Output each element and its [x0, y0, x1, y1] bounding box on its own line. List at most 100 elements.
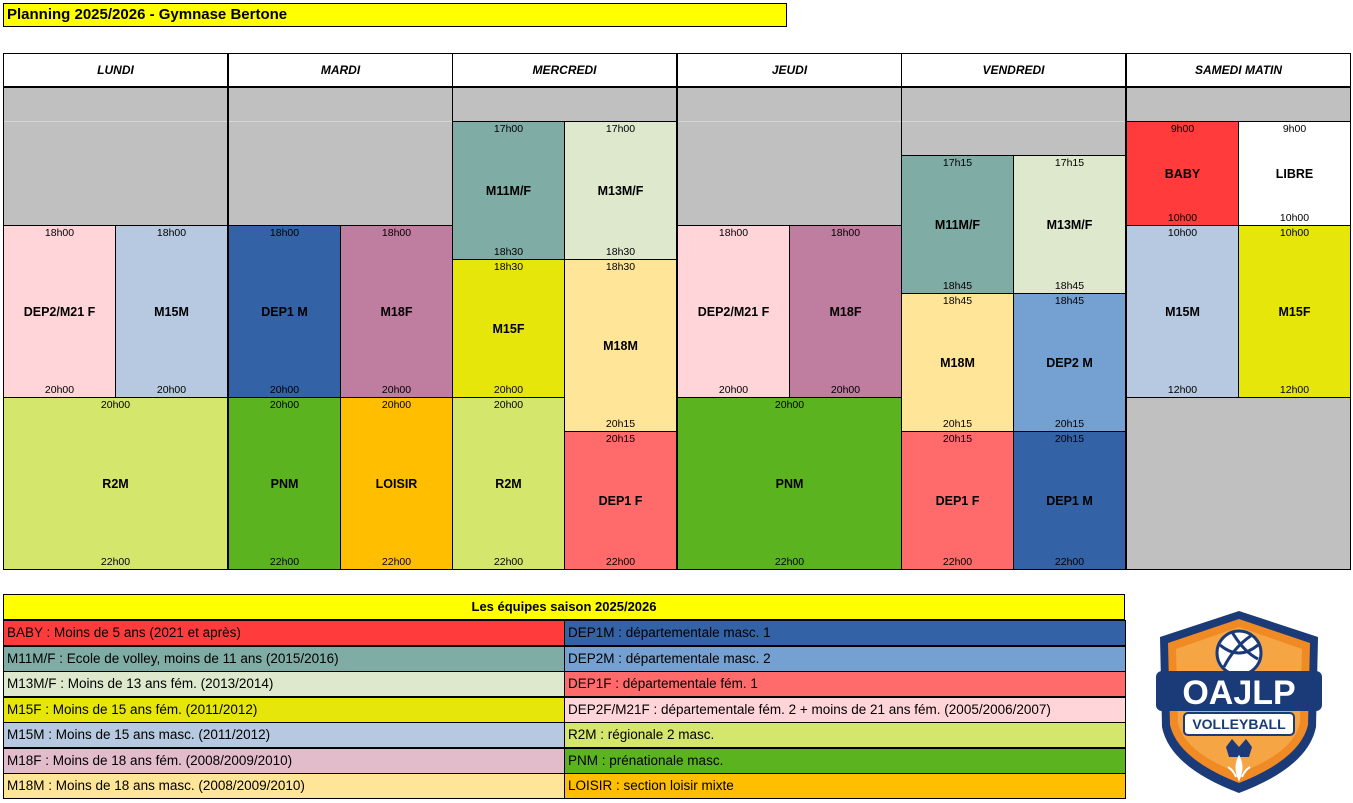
slot-end-time: 18h30: [605, 246, 636, 258]
slot-m11m-f: 17h00 M11M/F 18h30: [452, 121, 565, 260]
slot-start-time: 20h15: [942, 433, 973, 445]
slot-end-time: 20h15: [605, 418, 636, 430]
legend-item: M15M : Moins de 15 ans masc. (2011/2012): [3, 722, 565, 748]
slot-start-time: 9h00: [1170, 123, 1195, 135]
slot-start-time: 20h00: [774, 399, 805, 411]
slot-team: M18F: [829, 304, 862, 319]
slot-m13m-f: 17h00 M13M/F 18h30: [564, 121, 677, 260]
legend-item: DEP1F : départementale fém. 1: [564, 671, 1126, 697]
slot-end-time: 22h00: [1054, 556, 1085, 568]
slot-end-time: 12h00: [1279, 384, 1310, 396]
slot-team: R2M: [495, 476, 522, 491]
slot-end-time: 20h00: [44, 384, 75, 396]
slot-dep1-f: 20h15 DEP1 F 22h00: [901, 431, 1014, 570]
slot-team: DEP1 M: [1046, 493, 1093, 508]
slot-dep1-m: 20h15 DEP1 M 22h00: [1013, 431, 1126, 570]
slot-end-time: 20h15: [942, 418, 973, 430]
slot-m15f: 18h30 M15F 20h00: [452, 259, 565, 398]
slot-start-time: 20h15: [605, 433, 636, 445]
slot-team: DEP2/M21 F: [23, 304, 96, 319]
slot-pnm: 20h00 PNM 22h00: [228, 397, 341, 570]
slot-team: LOISIR: [375, 476, 418, 491]
slot-end-time: 18h30: [493, 246, 524, 258]
slot-m18f: 18h00 M18F 20h00: [340, 225, 453, 398]
slot-start-time: 20h00: [100, 399, 131, 411]
slot-team: M15M: [1165, 304, 1200, 319]
day-header-lundi: LUNDI: [3, 53, 228, 87]
logo-text: OAJLP: [1182, 674, 1295, 712]
legend-item: DEP1M : départementale masc. 1: [564, 620, 1126, 646]
slot-team: M18M: [940, 355, 975, 370]
legend-item: M15F : Moins de 15 ans fém. (2011/2012): [3, 696, 565, 723]
slot-end-time: 22h00: [605, 556, 636, 568]
slot-end-time: 20h00: [381, 384, 412, 396]
slot-start-time: 18h30: [493, 261, 524, 273]
slot-start-time: 18h00: [269, 227, 300, 239]
slot-team: DEP2/M21 F: [697, 304, 770, 319]
slot-end-time: 22h00: [774, 556, 805, 568]
slot-start-time: 17h15: [942, 157, 973, 169]
slot-team: DEP2 M: [1046, 355, 1093, 370]
slot-team: M11M/F: [485, 183, 532, 198]
slot-end-time: 20h00: [718, 384, 749, 396]
day-header-jeudi: JEUDI: [677, 53, 902, 87]
slot-team: M18M: [603, 338, 638, 353]
slot-libre: 9h00 LIBRE 10h00: [1238, 121, 1351, 226]
slot-team: M13M/F: [597, 183, 644, 198]
slot-m11m-f: 17h15 M11M/F 18h45: [901, 155, 1014, 294]
legend-item: R2M : régionale 2 masc.: [564, 722, 1126, 748]
slot-end-time: 20h00: [830, 384, 861, 396]
slot-m15m: 18h00 M15M 20h00: [115, 225, 228, 398]
slot-team: BABY: [1164, 166, 1201, 181]
slot-team: DEP1 F: [598, 493, 643, 508]
club-logo: OAJLP VOLLEYBALL: [1156, 611, 1322, 793]
logo-subtext: VOLLEYBALL: [1192, 716, 1286, 732]
slot-end-time: 20h00: [269, 384, 300, 396]
slot-start-time: 20h00: [493, 399, 524, 411]
slot-start-time: 18h30: [605, 261, 636, 273]
slot-start-time: 17h00: [493, 123, 524, 135]
slot-m18m: 18h45 M18M 20h15: [901, 293, 1014, 432]
legend-item: PNM : prénationale masc.: [564, 747, 1126, 774]
slot-start-time: 20h15: [1054, 433, 1085, 445]
grid-line: [678, 121, 901, 122]
slot-start-time: 18h00: [718, 227, 749, 239]
grid-line: [902, 121, 1125, 122]
slot-team: R2M: [102, 476, 129, 491]
slot-end-time: 18h45: [942, 280, 973, 292]
slot-team: LIBRE: [1275, 166, 1314, 181]
page-title: Planning 2025/2026 - Gymnase Bertone: [3, 3, 787, 27]
slot-start-time: 17h00: [605, 123, 636, 135]
legend-item: M11M/F : Ecole de volley, moins de 11 an…: [3, 645, 565, 672]
slot-end-time: 22h00: [942, 556, 973, 568]
slot-r2m: 20h00 R2M 22h00: [452, 397, 565, 570]
day-header-mercredi: MERCREDI: [452, 53, 677, 87]
slot-end-time: 22h00: [381, 556, 412, 568]
grid-line: [229, 121, 452, 122]
slot-dep1-m: 18h00 DEP1 M 20h00: [228, 225, 341, 398]
slot-end-time: 22h00: [493, 556, 524, 568]
slot-start-time: 17h15: [1054, 157, 1085, 169]
slot-team: M13M/F: [1046, 217, 1093, 232]
slot-start-time: 20h00: [381, 399, 412, 411]
slot-dep2-m21-f: 18h00 DEP2/M21 F 20h00: [677, 225, 790, 398]
slot-end-time: 10h00: [1167, 212, 1198, 224]
slot-end-time: 20h00: [493, 384, 524, 396]
slot-team: M15M: [154, 304, 189, 319]
slot-dep2-m: 18h45 DEP2 M 20h15: [1013, 293, 1126, 432]
slot-team: PNM: [270, 476, 299, 491]
legend-item: DEP2M : départementale masc. 2: [564, 645, 1126, 672]
slot-end-time: 20h00: [156, 384, 187, 396]
slot-loisir: 20h00 LOISIR 22h00: [340, 397, 453, 570]
slot-team: M18F: [380, 304, 413, 319]
legend-item: M18M : Moins de 18 ans masc. (2008/2009/…: [3, 773, 565, 799]
slot-start-time: 20h00: [269, 399, 300, 411]
slot-baby: 9h00 BABY 10h00: [1126, 121, 1239, 226]
slot-team: PNM: [775, 476, 804, 491]
slot-start-time: 18h45: [1054, 295, 1085, 307]
slot-start-time: 10h00: [1167, 227, 1198, 239]
slot-end-time: 12h00: [1167, 384, 1198, 396]
slot-end-time: 22h00: [269, 556, 300, 568]
slot-start-time: 18h00: [830, 227, 861, 239]
legend-title: Les équipes saison 2025/2026: [3, 594, 1125, 620]
